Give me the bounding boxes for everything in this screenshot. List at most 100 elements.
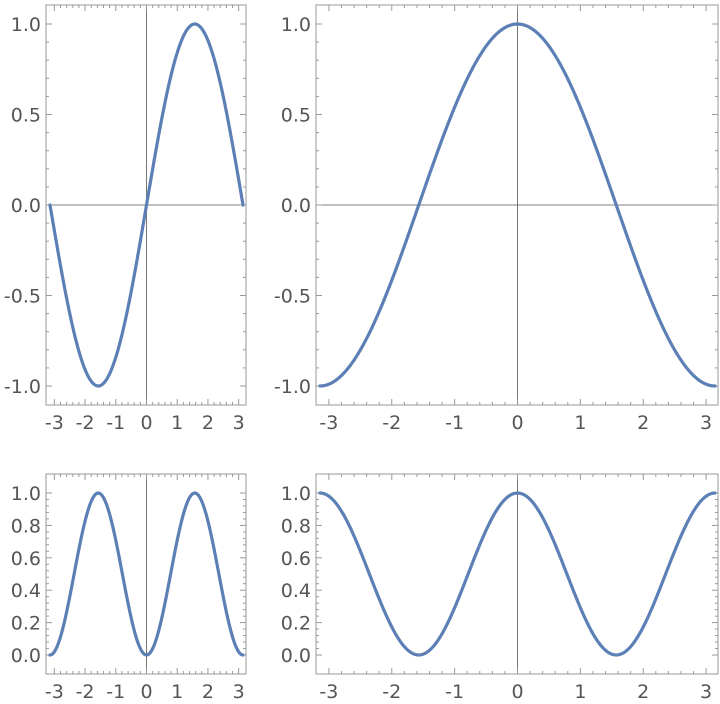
- data-point: [319, 492, 321, 494]
- data-point: [516, 23, 518, 25]
- data-point: [453, 106, 455, 108]
- series-line: [318, 22, 717, 388]
- x-tick-label: -3: [319, 412, 338, 434]
- data-point: [359, 349, 361, 351]
- data-point: [194, 492, 196, 494]
- data-point: [145, 654, 147, 656]
- data-point: [97, 385, 99, 387]
- x-tick-label: -3: [319, 681, 338, 703]
- x-tick-label: 1: [574, 681, 586, 703]
- x-tick-label: -2: [382, 412, 401, 434]
- data-point: [673, 349, 675, 351]
- data-point: [319, 385, 321, 387]
- y-tick-label: 0.0: [281, 645, 311, 667]
- y-tick-label: -0.5: [4, 286, 41, 308]
- panel-top-left: -3 -2 -1 0 1 2 3 -1.0 -0.5 0.0 0.5 1.0: [4, 4, 247, 434]
- x-tick-label: -2: [382, 681, 401, 703]
- y-tick-label: 0.5: [281, 105, 311, 127]
- data-point: [359, 550, 361, 552]
- data-point: [194, 23, 196, 25]
- data-point: [222, 96, 224, 98]
- data-point: [69, 312, 71, 314]
- y-tick-label: -1.0: [4, 376, 41, 398]
- data-point: [642, 626, 644, 628]
- series-line: [318, 491, 717, 657]
- x-tick-label: 1: [574, 412, 586, 434]
- y-tick-label: 0.6: [11, 548, 41, 570]
- y-tick-label: 0.6: [281, 548, 311, 570]
- panel-bottom-left: -3 -2 -1 0 1 2 3 0.0 0.2 0.4 0.6 0.8 1.0: [11, 473, 247, 703]
- data-point: [242, 204, 244, 206]
- y-tick-label: 0.0: [11, 195, 41, 217]
- panel-bottom-right: -3 -2 -1 0 1 2 3 0.0 0.2 0.4 0.6 0.8 1.0: [281, 473, 719, 703]
- data-point: [548, 529, 550, 531]
- x-tick-label: 1: [171, 681, 183, 703]
- y-tick-label: 0.5: [11, 105, 41, 127]
- data-point: [130, 290, 132, 292]
- data-point: [673, 550, 675, 552]
- data-point: [84, 520, 86, 522]
- data-point: [579, 606, 581, 608]
- data-point: [161, 117, 163, 119]
- y-tick-label: -1.0: [274, 376, 311, 398]
- data-point: [516, 492, 518, 494]
- y-tick-label: 0.8: [11, 515, 41, 537]
- y-tick-label: 0.8: [281, 515, 311, 537]
- data-point: [161, 617, 163, 619]
- x-tick-label: -1: [106, 412, 125, 434]
- y-tick-label: 0.4: [11, 580, 41, 602]
- data-point: [97, 492, 99, 494]
- data-point: [207, 39, 209, 41]
- x-tick-label: 1: [171, 412, 183, 434]
- x-tick-label: 0: [511, 412, 523, 434]
- data-point: [176, 52, 178, 54]
- y-tick-label: 0.2: [281, 613, 311, 635]
- data-point: [615, 204, 617, 206]
- data-point: [391, 279, 393, 281]
- data-point: [714, 385, 716, 387]
- x-tick-label: 2: [202, 681, 214, 703]
- data-point: [391, 626, 393, 628]
- data-point: [418, 654, 420, 656]
- x-tick-label: -2: [76, 412, 95, 434]
- x-tick-label: -1: [106, 681, 125, 703]
- data-point: [418, 204, 420, 206]
- data-point: [453, 606, 455, 608]
- x-tick-label: -2: [76, 681, 95, 703]
- data-point: [49, 204, 51, 206]
- data-point: [69, 596, 71, 598]
- data-point: [130, 617, 132, 619]
- y-tick-label: 1.0: [11, 14, 41, 36]
- x-tick-label: -1: [445, 412, 464, 434]
- y-tick-label: 0.0: [281, 195, 311, 217]
- data-point: [548, 45, 550, 47]
- x-tick-label: 3: [233, 412, 245, 434]
- series-line: [48, 491, 245, 657]
- data-point: [485, 45, 487, 47]
- y-tick-label: 1.0: [281, 483, 311, 505]
- y-tick-label: 0.0: [11, 645, 41, 667]
- x-tick-label: 3: [233, 681, 245, 703]
- x-tick-label: 0: [140, 412, 152, 434]
- data-point: [579, 106, 581, 108]
- data-point: [145, 204, 147, 206]
- data-point: [485, 529, 487, 531]
- y-tick-label: -0.5: [274, 286, 311, 308]
- y-tick-label: 0.2: [11, 613, 41, 635]
- x-tick-label: -1: [445, 681, 464, 703]
- data-point: [615, 654, 617, 656]
- x-tick-label: 2: [637, 412, 649, 434]
- x-tick-label: 3: [700, 412, 712, 434]
- x-tick-label: 2: [637, 681, 649, 703]
- data-point: [115, 539, 117, 541]
- series-line: [48, 22, 245, 388]
- data-point: [115, 356, 117, 358]
- data-point: [642, 279, 644, 281]
- data-point: [49, 654, 51, 656]
- x-tick-label: -3: [45, 412, 64, 434]
- x-tick-label: 2: [202, 412, 214, 434]
- x-tick-label: 0: [140, 681, 152, 703]
- x-tick-label: 0: [511, 681, 523, 703]
- data-point: [207, 520, 209, 522]
